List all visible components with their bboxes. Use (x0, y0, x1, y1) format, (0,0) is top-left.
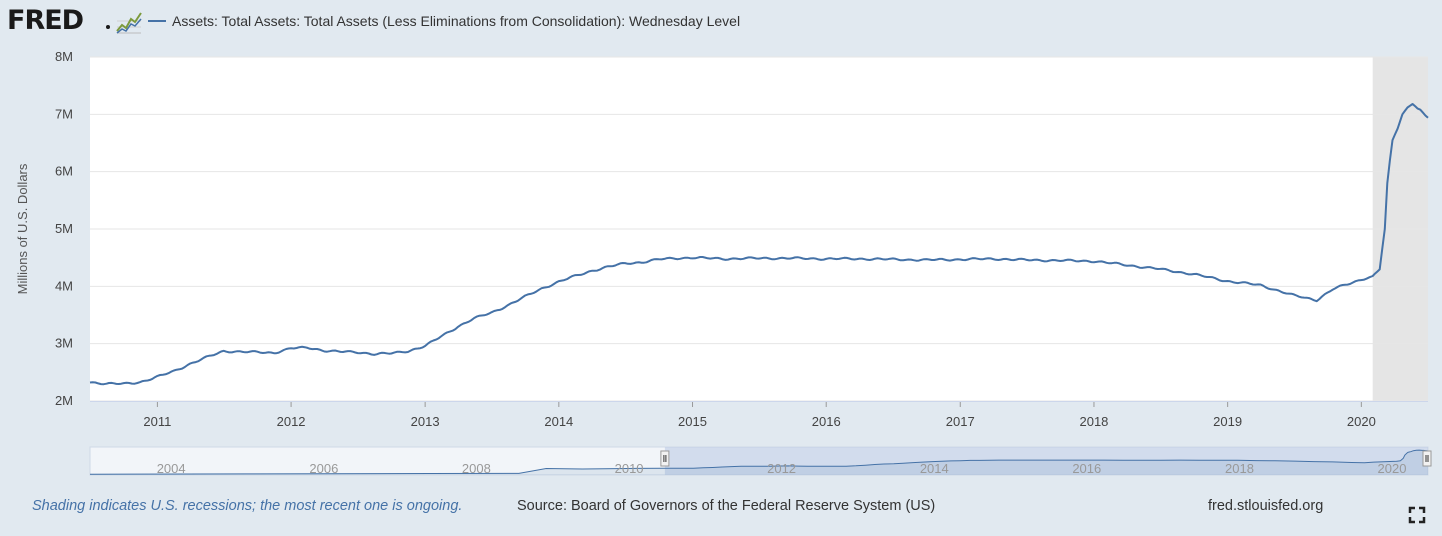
x-tick-label: 2019 (1213, 414, 1242, 429)
navigator-tick-label: 2020 (1378, 461, 1407, 476)
legend-series-label: Assets: Total Assets: Total Assets (Less… (172, 13, 741, 29)
fullscreen-icon[interactable] (1408, 506, 1426, 524)
navigator-tick-label: 2008 (462, 461, 491, 476)
drag-handle-icon[interactable] (1422, 450, 1432, 467)
recession-note: Shading indicates U.S. recessions; the m… (32, 498, 463, 514)
x-tick-label: 2015 (678, 414, 707, 429)
chart-header: FRED Assets: Total Assets: Total Assets … (0, 0, 1442, 42)
x-tick-label: 2014 (544, 414, 573, 429)
y-tick-label: 5M (55, 221, 73, 236)
x-tick-label: 2011 (143, 414, 171, 429)
navigator-area (90, 450, 1428, 475)
navigator-tick-label: 2010 (615, 461, 644, 476)
drag-handle-icon[interactable] (660, 450, 670, 467)
series-line (89, 103, 1429, 386)
navigator-handle (1422, 450, 1432, 467)
x-tick-label: 2020 (1347, 414, 1376, 429)
chart-navigator[interactable]: 2004 2006 2008 2010 2012 2014 2016 2018 2020 (89, 446, 1432, 476)
y-axis-label: Millions of U.S. Dollars (15, 163, 30, 294)
navigator-handle (660, 450, 670, 467)
x-tick-label: 2016 (812, 414, 841, 429)
source-text: Source: Board of Governors of the Federa… (517, 498, 936, 514)
x-tick-label: 2018 (1079, 414, 1108, 429)
navigator-tick-label: 2014 (920, 461, 949, 476)
navigator-tick-label: 2018 (1225, 461, 1254, 476)
navigator-tick-label: 2006 (309, 461, 338, 476)
navigator-tick-label: 2016 (1072, 461, 1101, 476)
chart-area: 2M 3M 4M 5M 6M 7M 8M Millions of U.S. Dollars 20… (15, 49, 1432, 476)
line-graph-icon (115, 9, 143, 35)
x-tick-label: 2013 (411, 414, 440, 429)
plot-area[interactable]: 2M 3M 4M 5M 6M 7M 8M Millions of U.S. Dollars 20… (15, 49, 1429, 429)
y-tick-label: 7M (55, 106, 73, 121)
chart-footer: Shading indicates U.S. recessions; the m… (0, 490, 1442, 536)
y-tick-label: 4M (55, 278, 73, 293)
y-tick-label: 6M (55, 164, 73, 179)
legend-series-swatch (148, 20, 166, 22)
navigator-tick-label: 2004 (157, 461, 186, 476)
logo-text: FRED (7, 5, 84, 36)
x-tick-label: 2017 (946, 414, 975, 429)
y-tick-label: 2M (55, 393, 73, 408)
y-tick-label: 8M (55, 49, 73, 64)
site-link[interactable]: fred.stlouisfed.org (1208, 498, 1324, 514)
navigator-series-line (89, 449, 1429, 475)
y-tick-label: 3M (55, 336, 73, 351)
logo-registered-mark (106, 25, 110, 29)
navigator-tick-label: 2012 (767, 461, 796, 476)
x-tick-label: 2012 (277, 414, 306, 429)
